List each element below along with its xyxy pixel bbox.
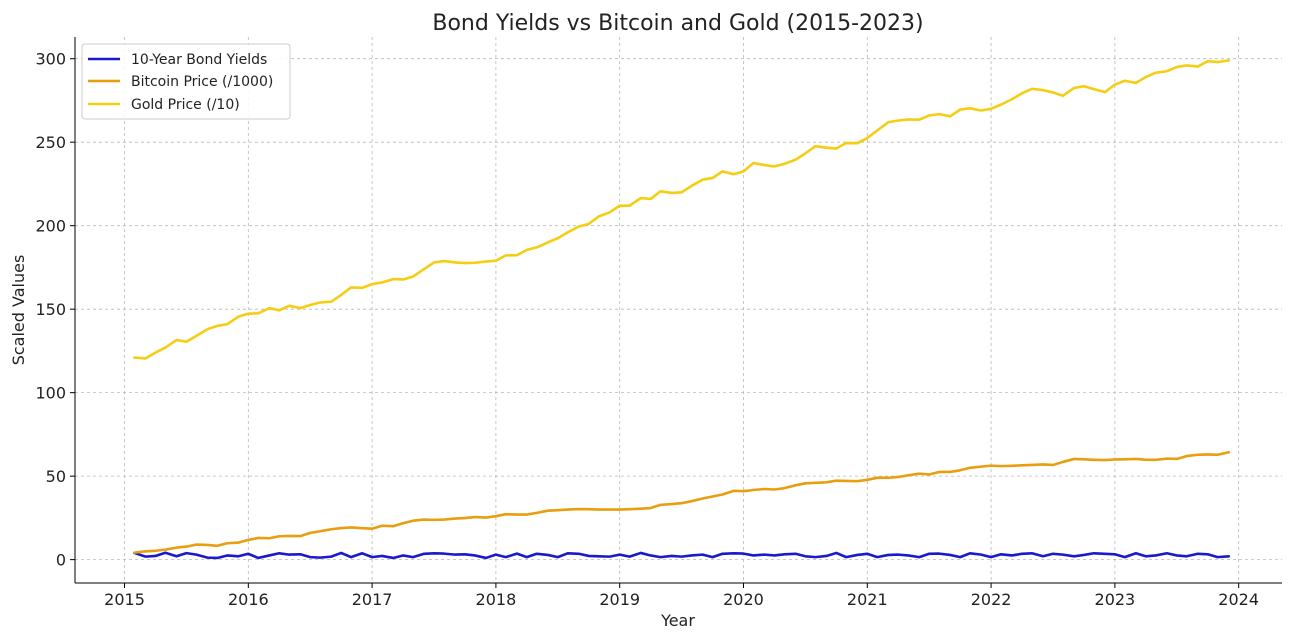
x-tick-label: 2020 xyxy=(723,590,764,609)
legend-box xyxy=(81,43,291,120)
series-lines xyxy=(133,59,1231,560)
legend-label-bitcoin: Bitcoin Price (/1000) xyxy=(131,74,273,90)
grid-lines xyxy=(75,37,1282,583)
legend-label-bond-yields: 10-Year Bond Yields xyxy=(131,52,267,68)
y-axis-label: Scaled Values xyxy=(9,255,28,366)
x-tick-label: 2016 xyxy=(228,590,269,609)
chart-title: Bond Yields vs Bitcoin and Gold (2015-20… xyxy=(432,11,923,36)
x-axis-ticks: 2015 2016 2017 2018 2019 2020 2021 2022 2023 2024 xyxy=(104,583,1259,609)
y-tick-label: 100 xyxy=(35,384,66,403)
x-tick-label: 2018 xyxy=(476,590,517,609)
x-tick-label: 2021 xyxy=(847,590,888,609)
x-tick-label: 2023 xyxy=(1095,590,1136,609)
y-tick-label: 0 xyxy=(56,551,66,570)
x-tick-label: 2015 xyxy=(104,590,145,609)
y-axis-ticks: 0 50 100 150 200 250 300 xyxy=(35,50,75,570)
y-tick-label: 250 xyxy=(35,133,66,152)
legend: 10-Year Bond Yields Bitcoin Price (/1000… xyxy=(81,43,291,120)
legend-label-gold: Gold Price (/10) xyxy=(131,97,240,113)
gold-price-line xyxy=(133,59,1231,360)
y-tick-label: 300 xyxy=(35,50,66,69)
y-tick-label: 200 xyxy=(35,217,66,236)
x-tick-label: 2022 xyxy=(971,590,1012,609)
axes xyxy=(74,37,1282,584)
x-axis-label: Year xyxy=(660,611,695,630)
bond-yields-line xyxy=(133,551,1231,560)
bitcoin-price-line xyxy=(133,450,1231,554)
x-tick-label: 2019 xyxy=(599,590,640,609)
y-tick-label: 150 xyxy=(35,300,66,319)
y-tick-label: 50 xyxy=(46,467,66,486)
x-tick-label: 2024 xyxy=(1218,590,1259,609)
x-tick-label: 2017 xyxy=(352,590,393,609)
